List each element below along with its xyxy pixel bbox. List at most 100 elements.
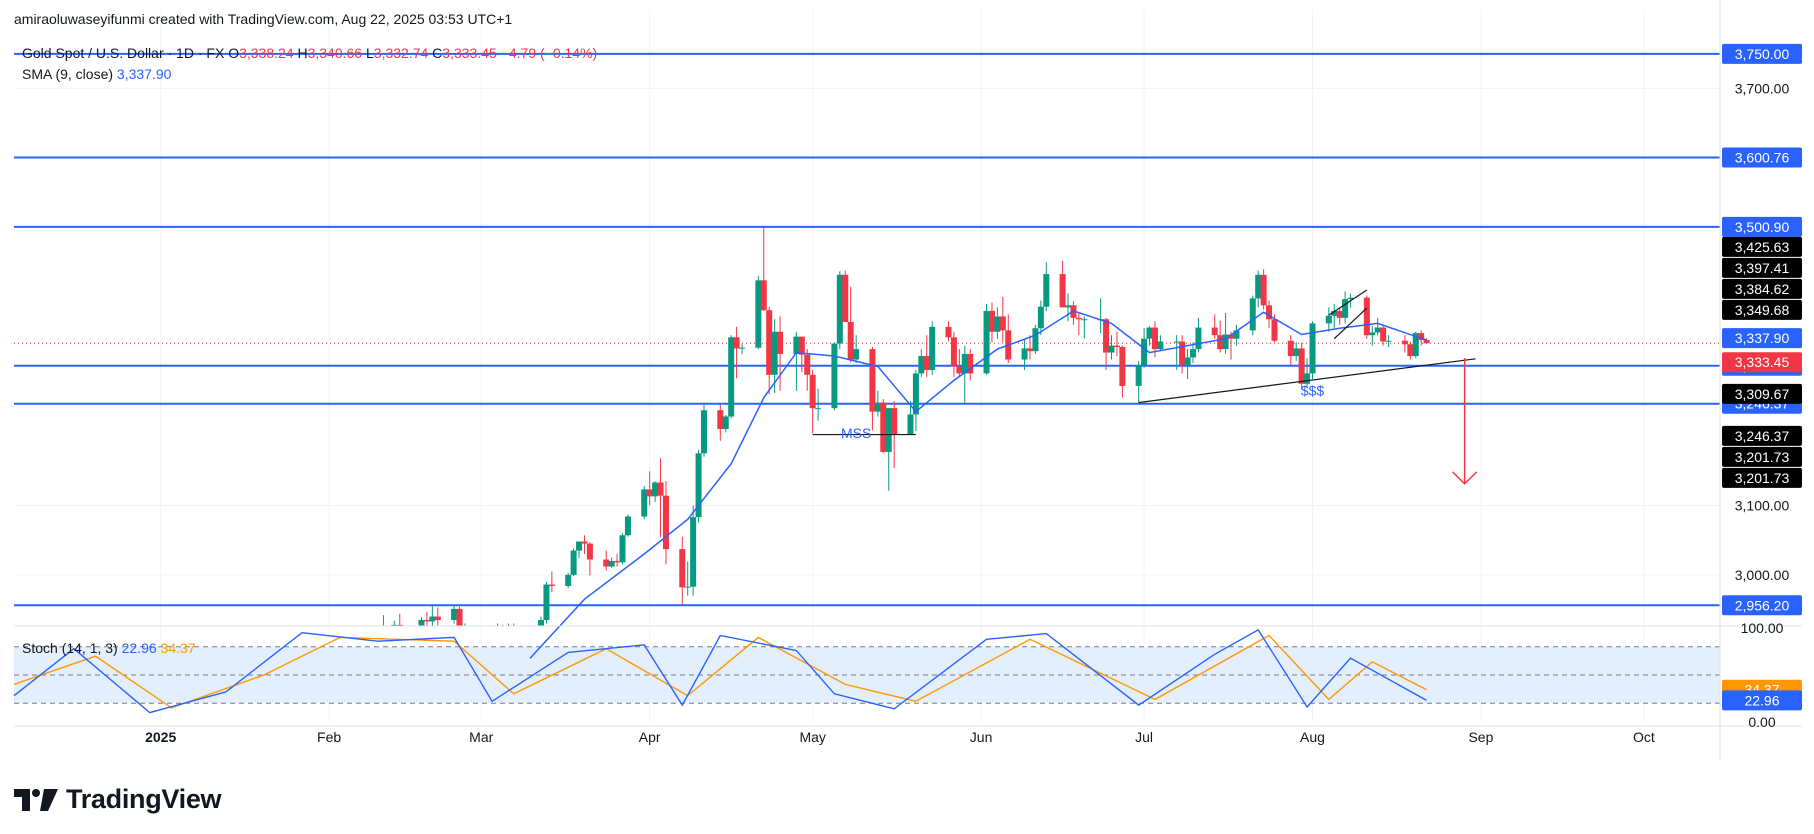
black-price-tag: 3,397.41 xyxy=(1735,260,1790,276)
candle-body xyxy=(1418,333,1425,341)
candle-body xyxy=(1179,341,1186,366)
candle-body xyxy=(1032,328,1039,352)
projection-arrow-head xyxy=(1452,471,1478,485)
candle-body xyxy=(1336,310,1343,318)
candle-body xyxy=(1374,327,1381,333)
candle-body xyxy=(624,516,631,536)
candle-body xyxy=(766,310,773,375)
candle-body xyxy=(804,354,811,375)
candle-body xyxy=(657,482,664,496)
candle-body xyxy=(1342,299,1349,318)
black-price-tag: 3,309.67 xyxy=(1735,386,1790,402)
black-price-tag-bg xyxy=(1722,446,1802,467)
candle-body xyxy=(1173,341,1180,343)
candle-body xyxy=(1228,334,1235,339)
axes: 2025 Feb Mar Apr May Jun Jul Aug Sep Oct 3,000.00 3… xyxy=(14,0,1802,760)
candle-body xyxy=(961,353,968,374)
ascending-trendline xyxy=(1138,358,1476,404)
candle-body xyxy=(1271,319,1278,341)
candle-body xyxy=(771,331,778,375)
level-tag-bg xyxy=(1722,595,1802,616)
candle-body xyxy=(1108,345,1115,353)
stoch-tick-label: 0.00 xyxy=(1748,714,1775,730)
candle-body xyxy=(299,755,305,756)
candle-body xyxy=(1423,339,1430,344)
black-price-tag: 3,384.62 xyxy=(1735,281,1790,297)
candle-body xyxy=(1081,319,1088,321)
candle-body xyxy=(815,408,822,410)
candle-body xyxy=(423,620,430,622)
stoch-k-tag-bg xyxy=(1722,690,1802,711)
stoch-k-tag: 22.96 xyxy=(1744,692,1779,708)
candle-body xyxy=(614,560,621,563)
candle-body xyxy=(500,630,506,631)
stoch-d-value: 34.37 xyxy=(160,640,196,656)
candle-body xyxy=(1059,274,1066,308)
candle-body xyxy=(1255,274,1262,299)
x-tick-label: Aug xyxy=(1300,729,1325,745)
black-price-tag-bg xyxy=(1722,467,1802,488)
candle-body xyxy=(760,280,767,311)
candle-body xyxy=(1293,348,1300,357)
candle-body xyxy=(511,637,517,638)
candle-body xyxy=(646,489,653,497)
candle-body xyxy=(1266,305,1273,320)
candle-body xyxy=(1043,274,1050,307)
sma-line xyxy=(529,310,1427,659)
candle-body xyxy=(728,337,735,417)
candle-body xyxy=(809,374,816,409)
level-tag: 3,750.00 xyxy=(1735,46,1790,62)
last-price-tag: 3,333.45 xyxy=(1735,354,1790,370)
black-price-tag-bg xyxy=(1722,278,1802,299)
stoch-band-fill xyxy=(14,646,1720,704)
candle-body xyxy=(988,310,995,332)
level-tag-bg xyxy=(1722,147,1802,168)
tradingview-logo: TradingView xyxy=(14,784,222,815)
candle-body xyxy=(739,347,746,349)
price-tick-label: 3,100.00 xyxy=(1735,497,1790,513)
annotation-label: MSS xyxy=(841,425,871,441)
symbol-legend: Gold Spot / U.S. Dollar · 1D · FX O3,338… xyxy=(22,45,597,61)
candle-body xyxy=(793,336,800,354)
candle-body xyxy=(505,630,511,637)
candle-body xyxy=(1325,315,1332,324)
ohlc-open-value: 3,338.24 xyxy=(239,45,294,61)
level-tag-bg xyxy=(1722,216,1802,237)
candle-body xyxy=(1103,319,1110,353)
candle-body xyxy=(945,326,952,338)
candle-body xyxy=(456,608,463,626)
candle-body xyxy=(1407,344,1414,357)
level-tag: 3,500.90 xyxy=(1735,219,1790,235)
candle-body xyxy=(999,316,1006,331)
candle-body xyxy=(690,517,697,587)
ohlc-low-value: 3,332.74 xyxy=(373,45,429,61)
candle-body xyxy=(386,642,392,645)
candle-body xyxy=(853,349,860,360)
candle-body xyxy=(619,535,626,563)
candle-body xyxy=(429,616,436,622)
candle-body xyxy=(1412,333,1419,357)
sma-tag: 3,337.90 xyxy=(1735,330,1790,346)
candle-body xyxy=(956,366,963,374)
ohlc-open-key: O xyxy=(228,45,240,61)
candle-body xyxy=(880,402,887,452)
candle-body xyxy=(912,373,919,415)
candle-body xyxy=(733,337,740,349)
tradingview-logo-text: TradingView xyxy=(66,784,222,814)
black-price-tag-bg xyxy=(1722,299,1802,320)
candle-body xyxy=(538,620,545,626)
candle-body xyxy=(581,541,588,544)
candle-body xyxy=(1331,310,1338,316)
candle-body xyxy=(1401,340,1408,345)
candle-body xyxy=(576,541,583,551)
x-tick-label: Feb xyxy=(317,729,341,745)
candle-body xyxy=(1065,305,1072,308)
sma-label: SMA (9, close) xyxy=(22,66,114,82)
candle-body xyxy=(994,316,1001,332)
black-price-tag-bg xyxy=(1722,383,1802,404)
candle-body xyxy=(1380,327,1387,342)
candle-body xyxy=(608,560,615,567)
sma-tag-bg xyxy=(1722,328,1802,349)
candle-body xyxy=(1119,347,1126,386)
